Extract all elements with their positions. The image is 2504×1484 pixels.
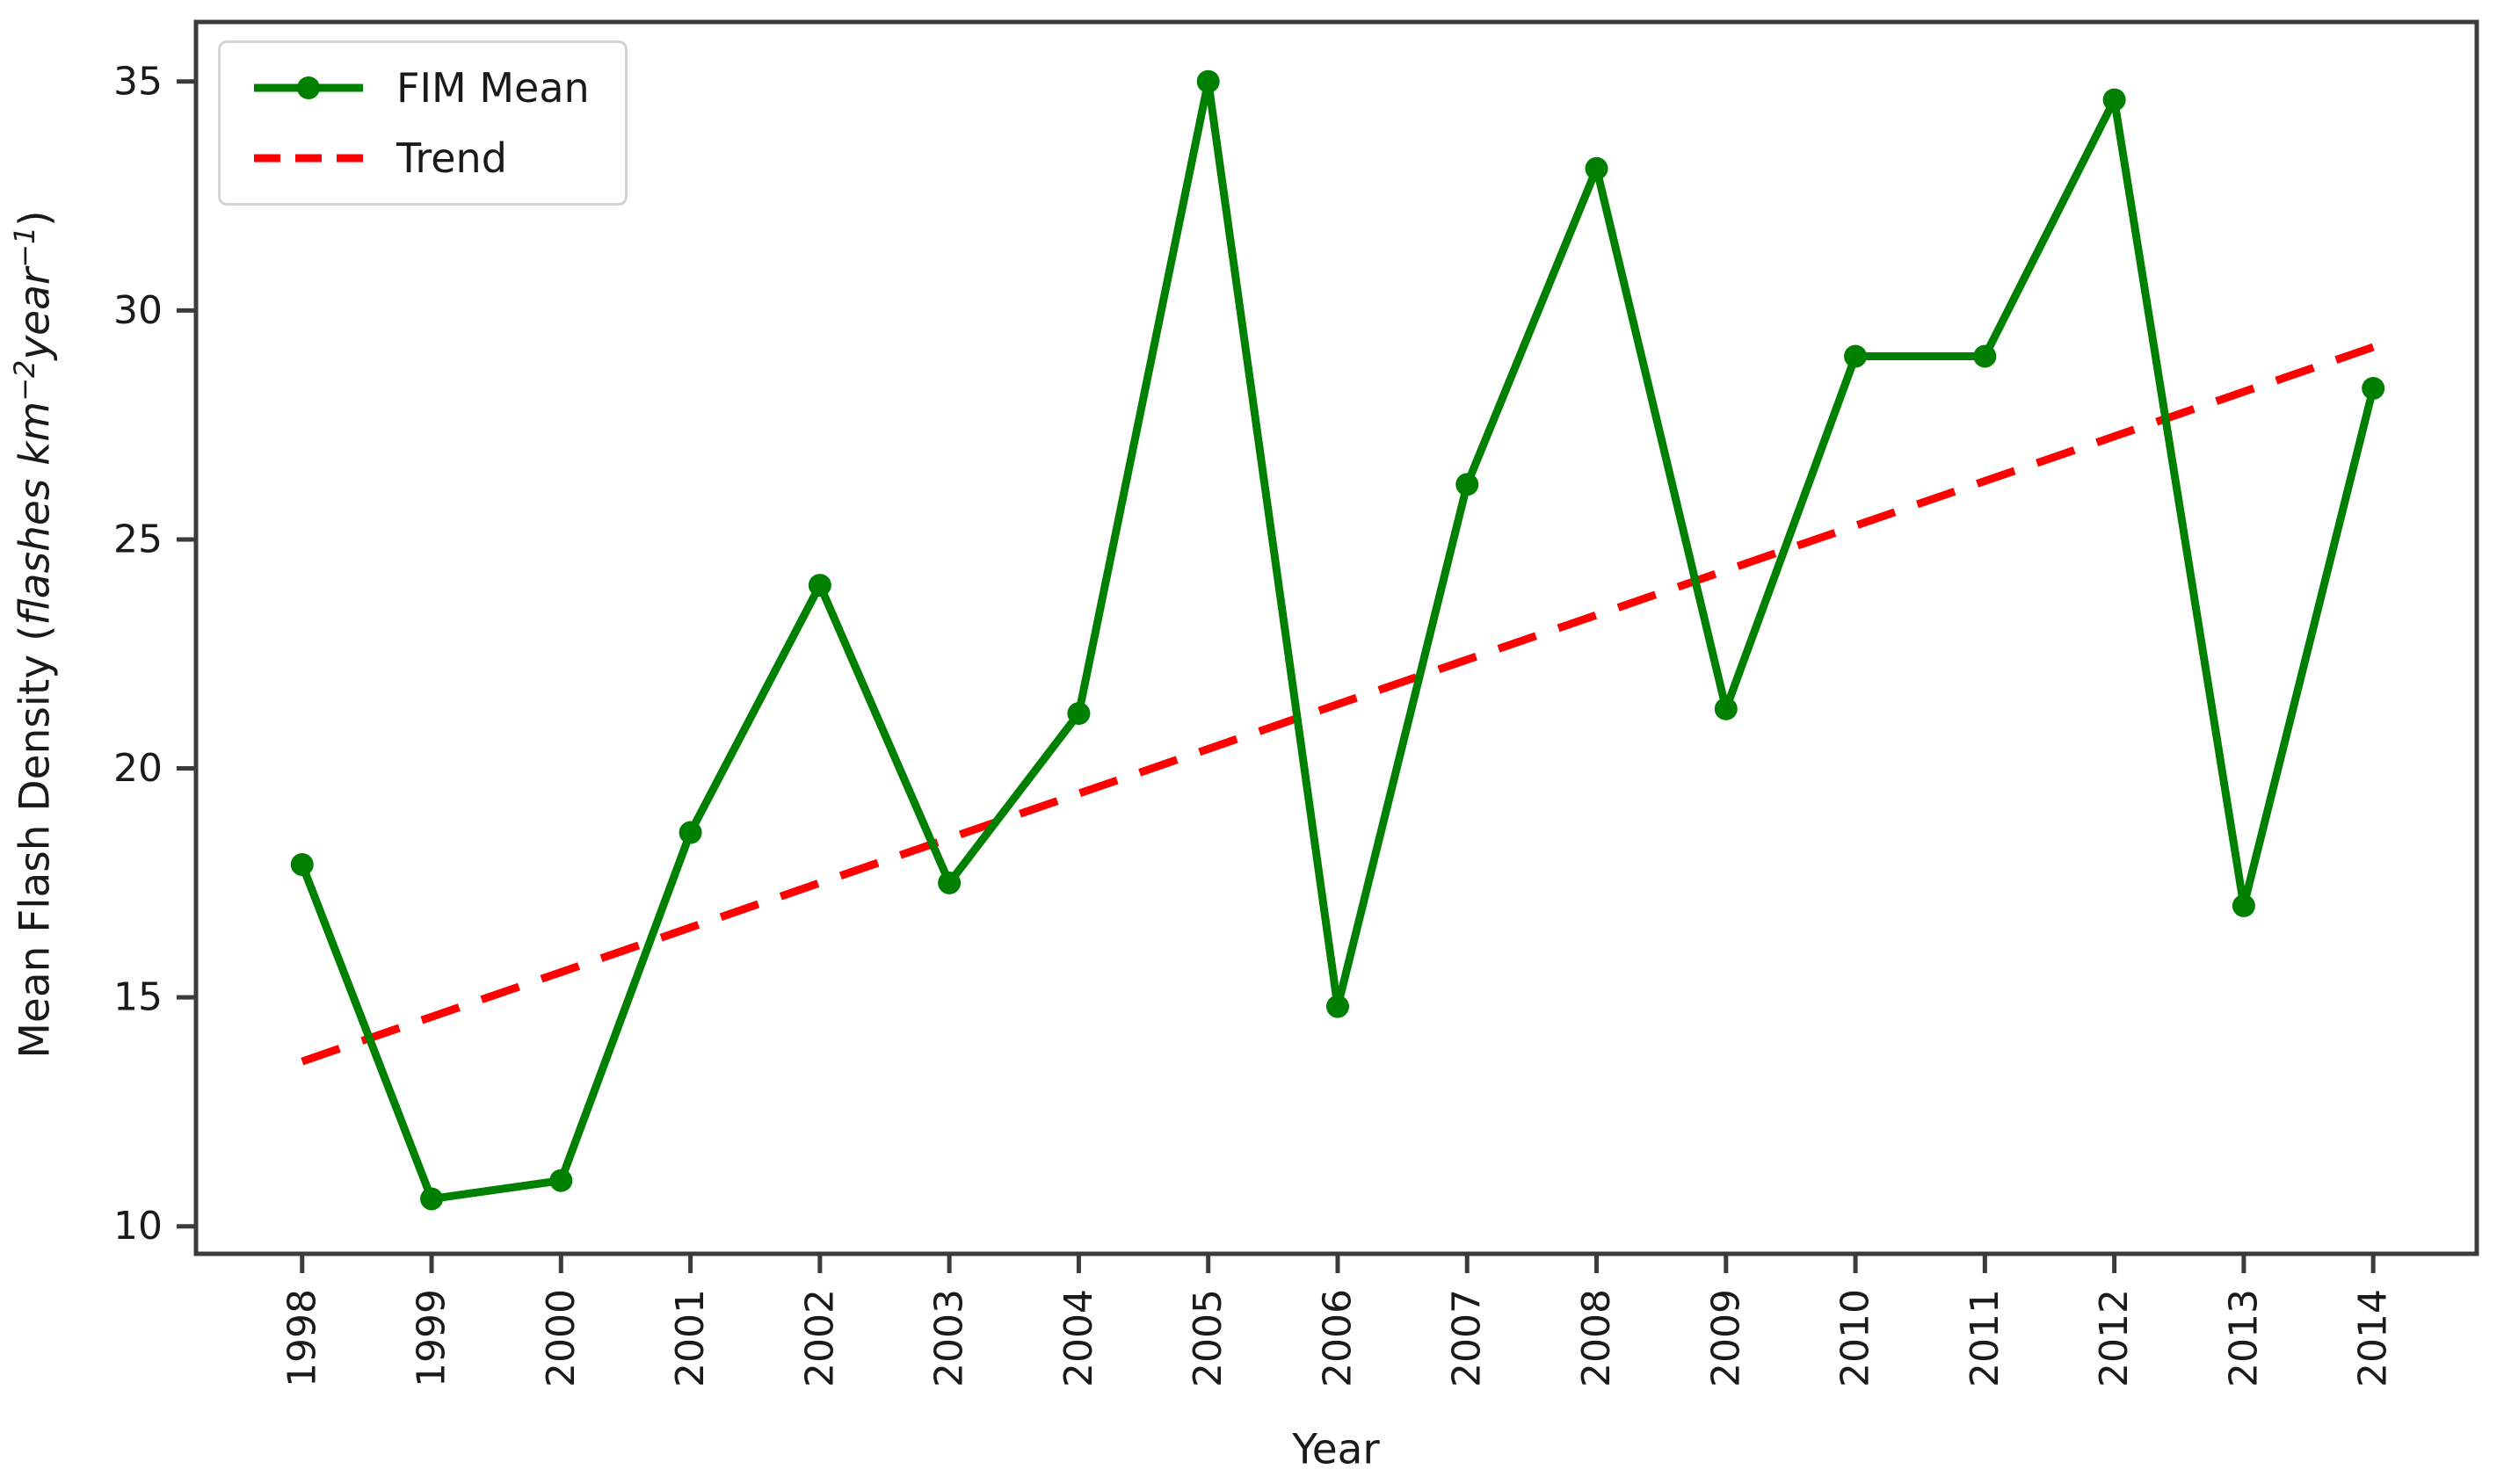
x-tick-label: 2006 [1315,1289,1360,1387]
data-point-marker [679,821,702,844]
data-point-marker [1325,995,1349,1018]
x-axis-label: Year [1292,1425,1380,1474]
y-tick-label: 30 [113,288,163,333]
x-tick-label: 1999 [410,1289,454,1387]
fim-mean-line [298,77,2377,1203]
x-tick-label: 2009 [1703,1289,1748,1387]
y-tick-label: 10 [113,1204,163,1249]
y-axis-label: Mean Flash Density (flashes km−2year−1) [7,210,60,1059]
data-point-marker [1585,156,1608,180]
data-point-marker [1973,344,1997,368]
data-point-marker [938,871,962,894]
legend-item-fim-mean: FIM Mean [250,64,590,112]
legend-label-trend: Trend [396,134,507,182]
data-point-marker [2362,376,2385,400]
data-point-marker [2232,894,2255,917]
x-tick-label: 2012 [2092,1289,2137,1387]
legend-item-trend: Trend [250,134,590,182]
x-tick-label: 2014 [2351,1289,2396,1387]
y-tick-label: 15 [113,975,163,1020]
x-tick-label: 2007 [1445,1289,1490,1387]
x-tick-label: 2003 [927,1289,972,1387]
data-point-marker [420,1187,444,1211]
data-point-marker [290,852,314,876]
data-point-marker [1196,69,1220,93]
data-point-marker [1844,344,1868,368]
legend: FIM Mean Trend [218,40,628,206]
x-tick-label: 2002 [797,1289,842,1387]
data-point-marker [2102,88,2126,112]
legend-sample-solid-line-with-marker [254,76,363,99]
data-point-marker [1455,473,1479,496]
y-tick-label: 20 [113,746,163,791]
trend-line [301,343,2375,1066]
data-point-marker [808,574,831,597]
x-tick-label: 2005 [1186,1289,1230,1387]
x-tick-label: 2011 [1963,1289,2007,1387]
data-point-marker [549,1169,573,1192]
data-point-marker [1067,701,1091,725]
x-tick-label: 2004 [1056,1289,1101,1387]
x-tick-label: 2013 [2221,1289,2266,1387]
x-tick-label: 2010 [1833,1289,1878,1387]
y-tick-label: 25 [113,517,163,561]
x-tick-label: 2001 [668,1289,713,1387]
x-tick-label: 2008 [1574,1289,1619,1387]
legend-label-fim-mean: FIM Mean [396,64,590,112]
legend-sample-dashed-line [254,154,363,163]
y-tick-label: 35 [113,59,163,104]
x-tick-label: 2000 [539,1289,584,1387]
data-point-marker [1714,697,1738,720]
x-tick-label: 1998 [279,1289,324,1387]
